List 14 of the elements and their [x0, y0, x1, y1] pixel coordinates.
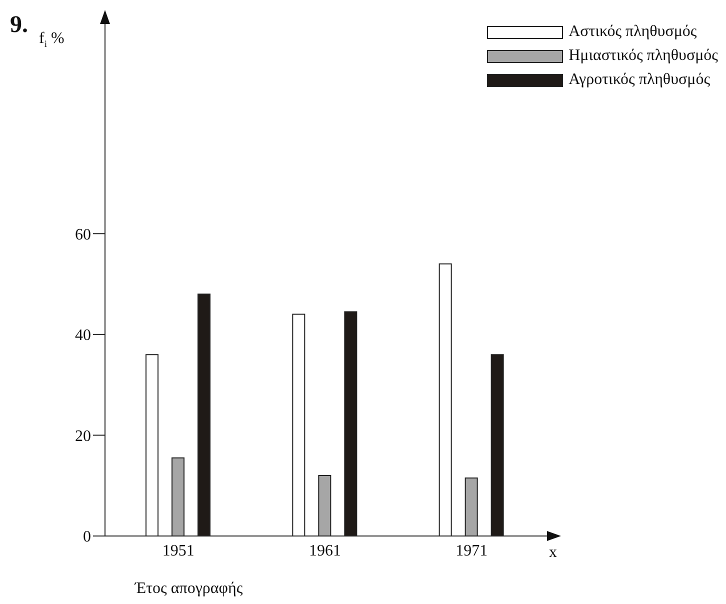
y-tick-label: 0 [83, 528, 91, 546]
y-tick-label: 20 [75, 428, 91, 445]
y-tick-label: 40 [75, 327, 91, 344]
legend-label: Αγροτικός πληθυσμός [568, 71, 710, 89]
x-tick-label: 1951 [162, 542, 194, 560]
text: x [549, 544, 557, 562]
x-axis-title: Έτος απογραφής [135, 580, 243, 597]
x-tick-label: 1961 [309, 542, 341, 560]
y-axis-title: f$_{i}$ % [39, 30, 64, 50]
y-tick-label: 60 [75, 226, 91, 244]
chart-title: 9. [10, 12, 28, 39]
x-tick-label: 1971 [456, 542, 488, 560]
legend-label: Αστικός πληθυσμός [568, 23, 697, 41]
legend-label: Ημιαστικός πληθυσμός [568, 47, 718, 65]
